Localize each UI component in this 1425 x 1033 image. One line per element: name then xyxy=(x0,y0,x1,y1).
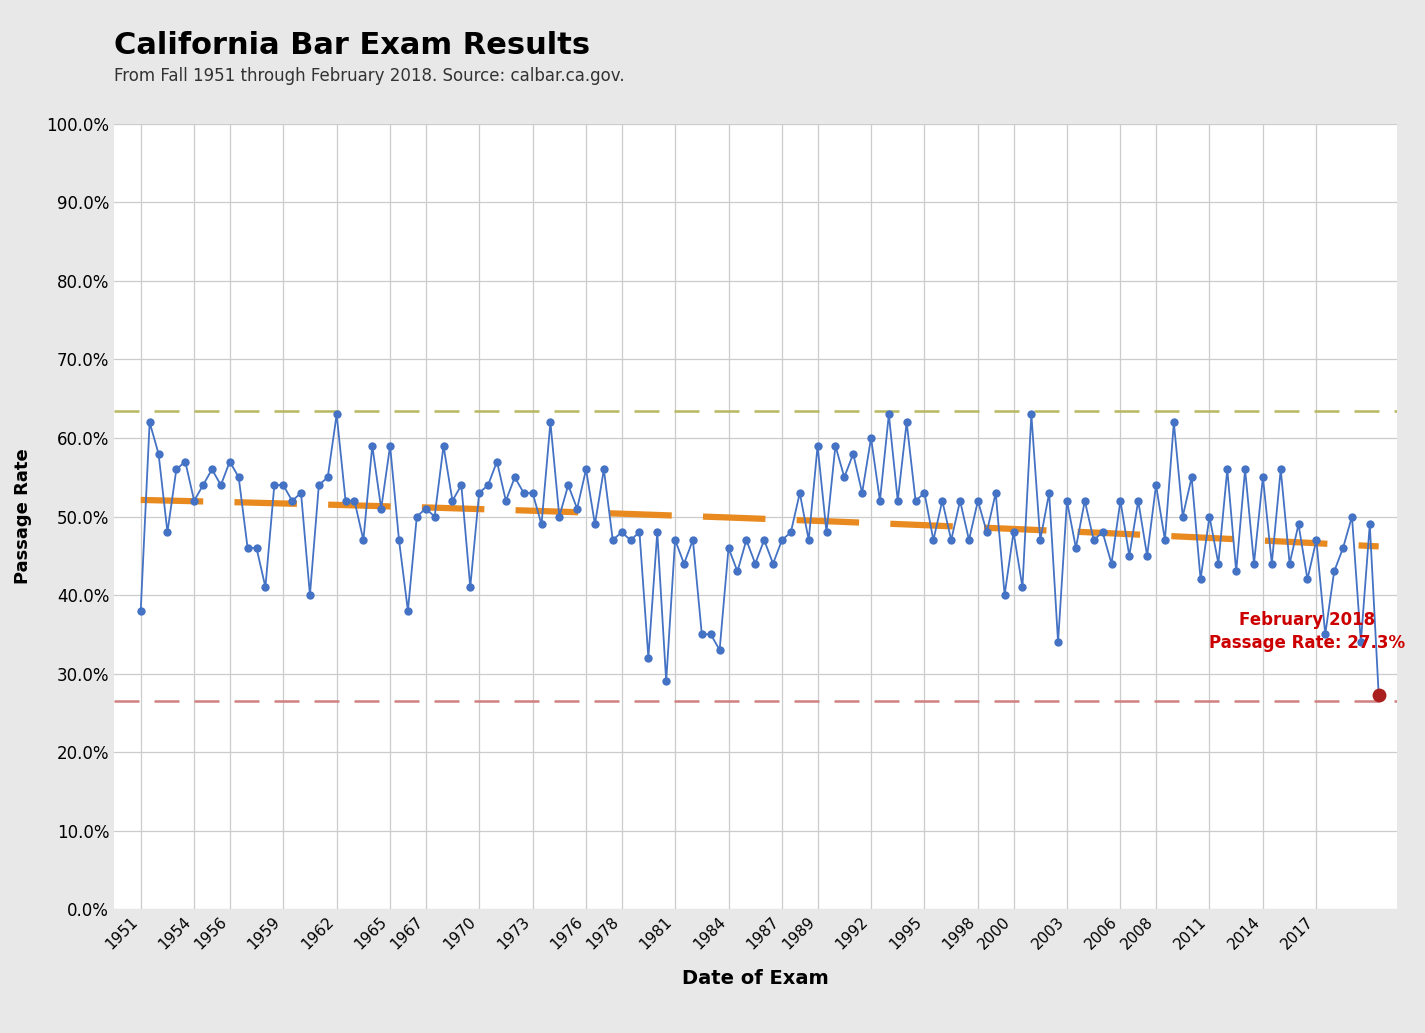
Y-axis label: Passage Rate: Passage Rate xyxy=(14,448,33,585)
Text: February 2018
Passage Rate: 27.3%: February 2018 Passage Rate: 27.3% xyxy=(1210,612,1405,652)
X-axis label: Date of Exam: Date of Exam xyxy=(683,969,828,988)
Text: California Bar Exam Results: California Bar Exam Results xyxy=(114,31,590,60)
Text: From Fall 1951 through February 2018. Source: calbar.ca.gov.: From Fall 1951 through February 2018. So… xyxy=(114,67,624,85)
